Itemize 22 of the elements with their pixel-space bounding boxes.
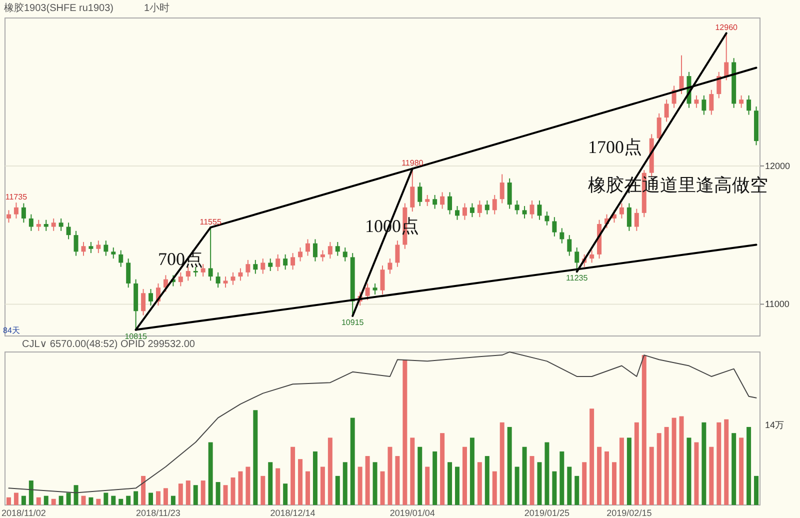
annotation: 10815: [124, 332, 148, 341]
chart-title: CJL∨ 6570.00(48:52) OPID 299532.00: [22, 339, 196, 350]
annotation: 84天: [3, 326, 20, 335]
annotation: 11555: [200, 217, 222, 226]
x-tick-label: 2018/11/02: [1, 508, 46, 518]
chart-title: 橡胶1903(SHFE ru1903): [4, 2, 114, 14]
x-tick-label: 2019/01/04: [390, 508, 435, 518]
x-tick-label: 2019/02/15: [606, 508, 652, 518]
y-tick-label: 12000: [765, 160, 790, 171]
annotation: 11980: [402, 158, 424, 168]
annotation: 10915: [341, 318, 364, 327]
annotation: 1700点: [588, 137, 642, 157]
annotation: 11735: [5, 192, 28, 202]
chart-subtitle: 1小时: [144, 2, 170, 14]
annotation: 12960: [715, 23, 738, 32]
x-tick-label: 2018/11/23: [136, 508, 180, 518]
x-tick-label: 2019/01/25: [524, 508, 570, 518]
annotation: 11235: [566, 274, 588, 283]
x-tick-label: 2018/12/14: [270, 508, 316, 518]
y-tick-label: 11000: [765, 299, 790, 310]
annotation: 700点: [158, 249, 203, 269]
text: 14万: [765, 420, 784, 430]
